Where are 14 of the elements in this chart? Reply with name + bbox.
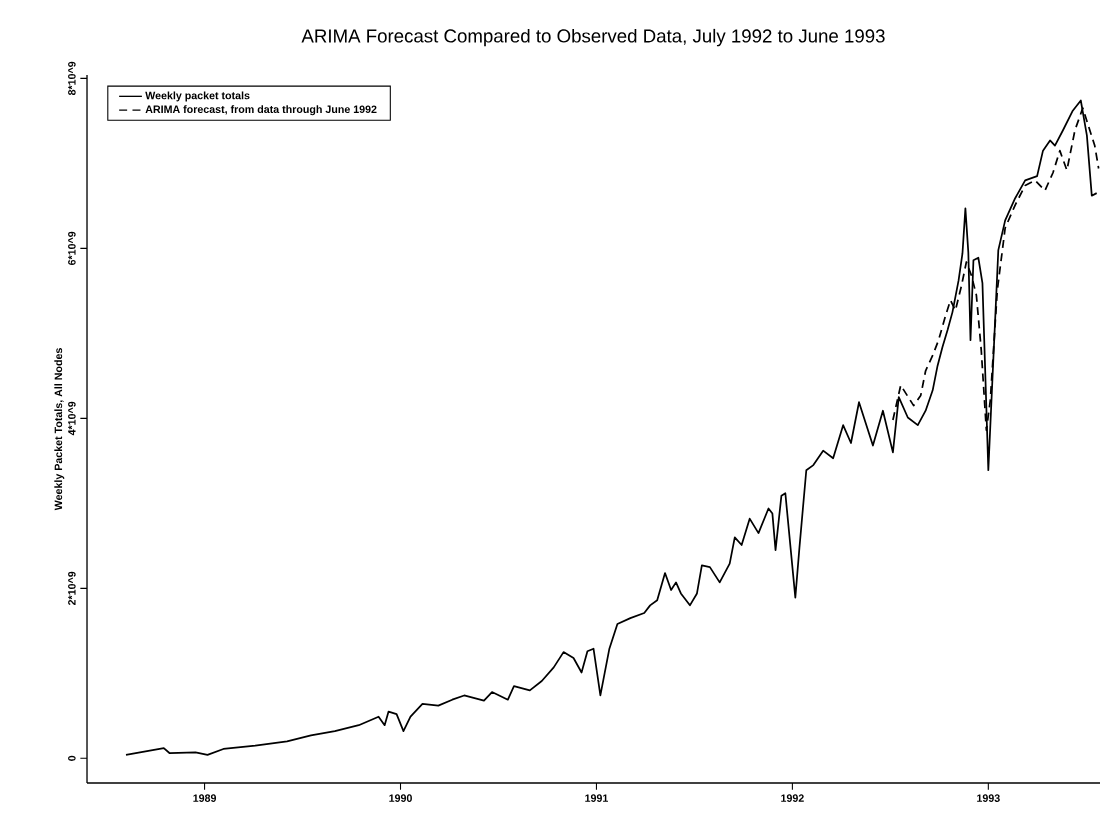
legend-label: ARIMA forecast, from data through June 1992: [145, 105, 377, 116]
y-tick-label: 4*10^9: [68, 401, 76, 436]
x-tick-label: 1993: [977, 794, 1000, 802]
y-tick-label: 2*10^9: [68, 571, 76, 606]
legend-label: Weekly packet totals: [145, 91, 250, 102]
y-axis-title: Weekly Packet Totals, All Nodes: [54, 348, 65, 511]
y-tick-label: 8*10^9: [68, 61, 76, 96]
x-tick-label: 1990: [389, 794, 412, 802]
x-tick-label: 1991: [585, 794, 608, 802]
y-tick-label: 0: [68, 755, 76, 761]
x-tick-label: 1989: [193, 794, 217, 802]
chart-title: ARIMA Forecast Compared to Observed Data, July 1992 to June 1993: [301, 28, 885, 47]
x-tick-label: 1992: [781, 794, 804, 802]
y-tick-label: 6*10^9: [68, 231, 76, 266]
